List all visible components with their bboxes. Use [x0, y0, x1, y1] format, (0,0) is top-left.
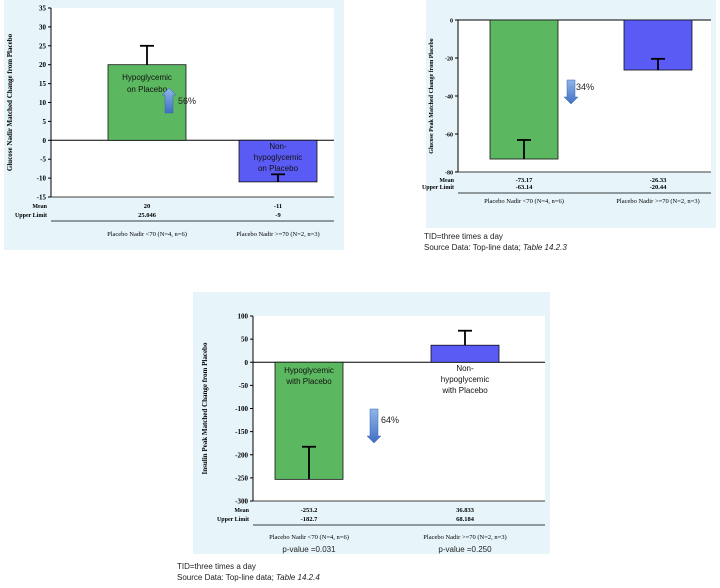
bar [623, 19, 693, 71]
y-axis-title: Insulin Peak Matched Change from Placebo [201, 342, 209, 474]
y-tick-label: 30 [39, 23, 47, 31]
y-tick-label: 0 [450, 19, 453, 25]
y-tick-label: -40 [445, 95, 453, 101]
bar-label-line: hypoglycemic [441, 375, 489, 384]
bar-label-line: with Placebo [441, 386, 488, 395]
table-row-label: Upper Limit [15, 213, 47, 219]
insulin-peak-footnote: TID=three times a day Source Data: Top-l… [177, 561, 320, 583]
table-cell: -182.7 [301, 516, 319, 523]
y-tick-label: 25 [39, 42, 47, 50]
table-row-label: Mean [32, 204, 47, 210]
bar-label: Hypoglycemic on Placebo [122, 73, 172, 94]
bar-label: Non-hypoglycemic with Placebo [441, 364, 489, 395]
footnote-tid: TID=three times a day [424, 232, 503, 241]
y-tick-label: -200 [235, 451, 248, 459]
table-cell: -26.33 [650, 177, 668, 184]
table-cell: -63.14 [516, 184, 534, 191]
table-cell: -9 [275, 212, 281, 219]
glucose-nadir-chart-panel: -15 -10 -5 0 5 10 15 20 25 30 35 Glucose Nadir Matc… [4, 0, 344, 250]
y-tick-label: -50 [239, 382, 249, 390]
x-category-label: Placebo Nadir >=70 (N=2, n=3) [236, 231, 319, 238]
glucose-peak-chart-panel: -80 -60 -40 -20 0 Glucose Peak Matched Change… [422, 0, 716, 228]
bar-label-line: Hypoglycemic [284, 366, 334, 375]
footnote-source-text: Source Data: Top-line data; [424, 243, 524, 252]
x-category-label: Placebo Nadir <70 (N=4, n=6) [107, 231, 187, 238]
table-cell: -20.44 [650, 184, 668, 191]
table-row-label: Mean [234, 508, 249, 514]
y-tick-label: -60 [445, 133, 453, 139]
y-tick-label: -20 [445, 57, 453, 63]
y-axis-title: Glucose Nadir Matched Change from Placeb… [6, 33, 14, 171]
x-category-label: Placebo Nadir <70 (N=4, n=6) [269, 534, 349, 541]
table-cell: -253.2 [301, 507, 318, 514]
y-tick-label: 0 [245, 359, 249, 367]
y-tick-label: -150 [235, 428, 248, 436]
y-tick-label: 5 [43, 118, 47, 126]
y-tick-label: 20 [39, 61, 47, 69]
y-tick-label: -15 [37, 194, 47, 202]
footnote-table-ref: Table 14.2.3 [523, 243, 567, 252]
table-row-label: Upper Limit [422, 185, 454, 191]
table-cell: 68.184 [456, 516, 475, 523]
bar-label-line: Hypoglycemic [122, 73, 172, 82]
x-category-label: Placebo Nadir <70 (N=4, n=6) [484, 198, 564, 205]
bar-label-line: Non- [456, 364, 474, 373]
x-category-label: Placebo Nadir >=70 (N=2, n=3) [616, 198, 699, 205]
bar-label-line: hypoglycemic [254, 153, 302, 162]
change-arrow-icon [366, 408, 382, 444]
change-percent-label: 34% [576, 82, 594, 92]
change-arrow-icon [563, 79, 579, 105]
p-value-label: p-value =0.031 [282, 545, 336, 554]
y-tick-label: -80 [445, 171, 453, 177]
y-tick-label: -300 [235, 498, 248, 506]
bar [430, 344, 500, 363]
y-tick-label: 15 [39, 80, 47, 88]
p-value-label: p-value =0.250 [438, 545, 492, 554]
table-cell: -73.17 [516, 177, 534, 184]
bar-label-line: with Placebo [285, 377, 332, 386]
table-cell: -11 [274, 203, 282, 210]
bar [489, 19, 559, 160]
table-row-label: Mean [439, 178, 454, 184]
y-tick-label: -10 [37, 175, 47, 183]
y-tick-label: -100 [235, 405, 248, 413]
table-cell: 36.833 [456, 507, 475, 514]
glucose-peak-footnote: TID=three times a day Source Data: Top-l… [424, 231, 567, 253]
x-category-label: Placebo Nadir >=70 (N=2, n=3) [423, 534, 506, 541]
y-tick-label: 35 [39, 5, 47, 13]
y-tick-label: -250 [235, 474, 248, 482]
glucose-nadir-chart: -15 -10 -5 0 5 10 15 20 25 30 35 Glucose Nadir Matc… [6, 5, 334, 238]
table-row-label: Upper Limit [217, 517, 249, 523]
y-tick-label: 50 [241, 336, 249, 344]
bar-label: Non-hypoglycemic on Placebo [254, 142, 302, 173]
footnote-source: Source Data: Top-line data; Table 14.2.3 [424, 242, 567, 253]
footnote-source-text: Source Data: Top-line data; [177, 573, 277, 582]
y-tick-label: 10 [39, 99, 47, 107]
table-cell: 20 [144, 203, 151, 210]
change-percent-label: 56% [178, 96, 196, 106]
footnote-source: Source Data: Top-line data; Table 14.2.4 [177, 572, 320, 583]
change-percent-label: 64% [381, 415, 399, 425]
footnote-tid: TID=three times a day [177, 562, 256, 571]
footnote-table-ref: Table 14.2.4 [276, 573, 320, 582]
y-tick-label: -5 [40, 156, 46, 164]
y-axis-title: Glucose Peak Matched Change from Placebo [429, 38, 435, 153]
glucose-peak-chart: -80 -60 -40 -20 0 Glucose Peak Matched Change… [422, 19, 711, 205]
insulin-peak-chart-panel: -300 -250 -200 -150 -100 -50 0 50 100 Insulin Pea… [193, 292, 550, 554]
table-cell: 25.046 [138, 212, 157, 219]
bar-label-line: on Placebo [127, 85, 168, 94]
bar-label: Hypoglycemic with Placebo [284, 366, 334, 386]
bar-label-line: on Placebo [258, 164, 299, 173]
insulin-peak-chart: -300 -250 -200 -150 -100 -50 0 50 100 Insulin Pea… [201, 313, 545, 554]
y-tick-label: 100 [238, 313, 249, 321]
change-arrow-icon [161, 87, 177, 114]
bar-label-line: Non- [269, 142, 287, 151]
y-tick-label: 0 [43, 137, 47, 145]
